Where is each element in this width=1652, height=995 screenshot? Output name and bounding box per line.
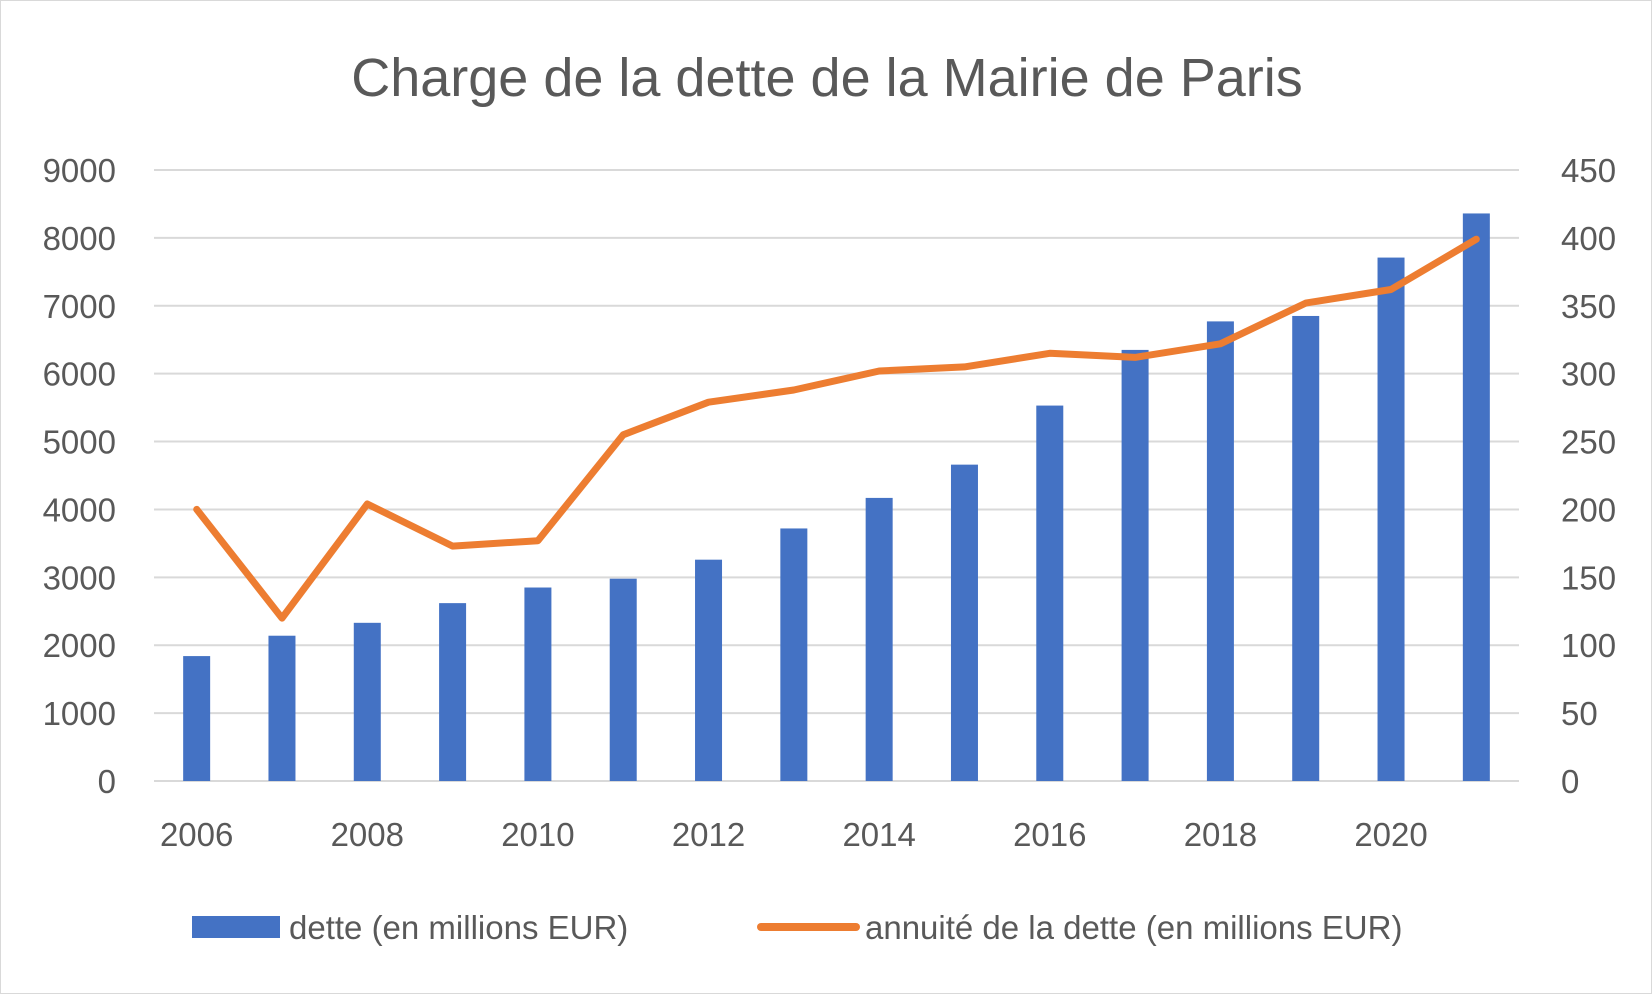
x-tick-label: 2016 [1013, 816, 1086, 853]
line-point-2010 [537, 540, 539, 542]
right-tick-label: 200 [1561, 491, 1616, 528]
bar-2012 [695, 559, 723, 781]
line-point-2019 [1305, 302, 1307, 304]
bar-2021 [1462, 213, 1490, 782]
line-point-2013 [793, 389, 795, 391]
x-tick-label: 2012 [672, 816, 745, 853]
left-axis-ticks: 0 1000 2000 3000 4000 5000 6000 7000 8000 9000 [43, 152, 116, 800]
right-tick-label: 100 [1561, 627, 1616, 664]
x-tick-label: 2020 [1354, 816, 1427, 853]
bar-2017 [1121, 349, 1149, 781]
left-tick-label: 9000 [43, 152, 116, 189]
line-point-2015 [963, 366, 965, 368]
bar-2015 [950, 464, 978, 781]
line-point-2011 [622, 434, 624, 436]
right-axis-ticks: 0 50 100 150 200 250 300 350 400 450 [1561, 152, 1616, 800]
grid-lines [154, 169, 1519, 782]
chart-title: Charge de la dette de la Mairie de Paris [351, 48, 1303, 108]
bar-2020 [1377, 257, 1405, 781]
bar-2011 [609, 578, 637, 781]
line-point-2018 [1219, 343, 1221, 345]
x-tick-label: 2018 [1184, 816, 1257, 853]
x-tick-label: 2006 [160, 816, 233, 853]
bar-2014 [865, 497, 893, 781]
right-tick-label: 250 [1561, 424, 1616, 461]
bar-2007 [268, 635, 296, 781]
bar-2006 [183, 656, 211, 781]
right-tick-label: 150 [1561, 559, 1616, 596]
line-point-2006 [196, 508, 198, 510]
left-tick-label: 4000 [43, 491, 116, 528]
right-tick-label: 0 [1561, 763, 1579, 800]
line-point-2014 [878, 370, 880, 372]
line-point-2012 [708, 401, 710, 403]
line-point-2008 [366, 503, 368, 505]
x-tick-label: 2014 [842, 816, 915, 853]
right-tick-label: 450 [1561, 152, 1616, 189]
right-tick-label: 50 [1561, 695, 1598, 732]
legend-label-dette: dette (en millions EUR) [289, 909, 628, 946]
left-tick-label: 5000 [43, 424, 116, 461]
right-tick-label: 400 [1561, 220, 1616, 257]
left-tick-label: 7000 [43, 288, 116, 325]
annuite-line [193, 235, 1480, 622]
bar-series [183, 213, 1490, 782]
left-tick-label: 0 [98, 763, 116, 800]
line-series [193, 235, 1480, 622]
legend: dette (en millions EUR) annuité de la de… [192, 909, 1402, 946]
x-axis-ticks: 2006 2008 2010 2012 2014 2016 2018 2020 [160, 816, 1428, 853]
bar-2008 [353, 622, 381, 781]
line-point-2021 [1475, 238, 1477, 240]
legend-swatch-dette [192, 916, 280, 938]
bar-2019 [1292, 315, 1320, 781]
bar-2018 [1206, 321, 1234, 781]
left-tick-label: 3000 [43, 559, 116, 596]
bar-2016 [1036, 405, 1064, 781]
line-point-2016 [1049, 352, 1051, 354]
x-tick-label: 2008 [331, 816, 404, 853]
left-tick-label: 1000 [43, 695, 116, 732]
left-tick-label: 2000 [43, 627, 116, 664]
bar-2009 [439, 603, 467, 781]
legend-label-annuite: annuité de la dette (en millions EUR) [865, 909, 1402, 946]
line-point-2009 [452, 545, 454, 547]
left-tick-label: 8000 [43, 220, 116, 257]
line-point-2020 [1390, 288, 1392, 290]
line-point-2007 [281, 617, 283, 619]
bar-2010 [524, 587, 552, 781]
right-tick-label: 350 [1561, 288, 1616, 325]
bar-2013 [780, 528, 808, 781]
right-tick-label: 300 [1561, 356, 1616, 393]
left-tick-label: 6000 [43, 356, 116, 393]
line-point-2017 [1134, 356, 1136, 358]
x-tick-label: 2010 [501, 816, 574, 853]
